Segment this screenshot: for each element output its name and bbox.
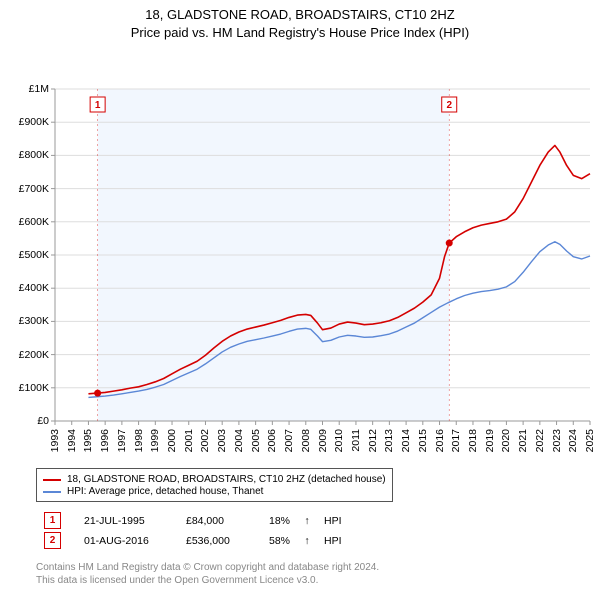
y-tick-label: £800K xyxy=(19,149,49,161)
sale-price: £536,000 xyxy=(186,535,246,547)
x-tick-label: 2015 xyxy=(417,429,429,452)
x-tick-label: 2012 xyxy=(367,429,379,452)
sale-marker-dot xyxy=(94,390,101,397)
y-tick-label: £700K xyxy=(19,183,49,195)
y-tick-label: £100K xyxy=(19,382,49,394)
legend-swatch xyxy=(43,491,61,493)
x-tick-label: 2008 xyxy=(300,429,312,452)
y-tick-label: £300K xyxy=(19,315,49,327)
y-tick-label: £1M xyxy=(29,83,49,95)
arrow-up-icon: ↑ xyxy=(302,535,312,547)
arrow-up-icon: ↑ xyxy=(302,515,312,527)
x-tick-label: 1993 xyxy=(49,429,61,452)
sale-date: 01-AUG-2016 xyxy=(84,535,174,547)
x-tick-label: 2011 xyxy=(350,429,362,452)
x-tick-label: 2025 xyxy=(584,429,596,452)
x-tick-label: 2023 xyxy=(551,429,563,452)
svg-text:1: 1 xyxy=(95,100,101,111)
sales-events-table: 1 21-JUL-1995 £84,000 18% ↑ HPI 2 01-AUG-2016 £5… xyxy=(36,509,354,552)
chart-area: 1 2 £0 £100K £200K £300K £400K £500K £600K £700K… xyxy=(0,41,600,601)
sale-pct-vs-hpi: 58% xyxy=(258,535,290,547)
sale-row-badge: 2 xyxy=(44,532,61,549)
attribution-line1: Contains HM Land Registry data © Crown c… xyxy=(36,561,379,574)
x-tick-label: 2005 xyxy=(250,429,262,452)
chart-title-block: 18, GLADSTONE ROAD, BROADSTAIRS, CT10 2H… xyxy=(0,0,600,41)
sale-row-badge: 1 xyxy=(44,512,61,529)
y-tick-label: £400K xyxy=(19,282,49,294)
x-tick-label: 2010 xyxy=(333,429,345,452)
x-tick-label: 2022 xyxy=(534,429,546,452)
legend-label: 18, GLADSTONE ROAD, BROADSTAIRS, CT10 2H… xyxy=(67,474,386,485)
x-tick-label: 2001 xyxy=(183,429,195,452)
x-tick-label: 2002 xyxy=(199,429,211,452)
x-tick-label: 2006 xyxy=(266,429,278,452)
sale-date: 21-JUL-1995 xyxy=(84,515,174,527)
y-tick-label: £500K xyxy=(19,249,49,261)
attribution-text: Contains HM Land Registry data © Crown c… xyxy=(36,561,379,587)
x-tick-label: 2007 xyxy=(283,429,295,452)
x-tick-label: 2018 xyxy=(467,429,479,452)
x-tick-label: 1997 xyxy=(116,429,128,452)
attribution-line2: This data is licensed under the Open Gov… xyxy=(36,574,379,587)
chart-title-line1: 18, GLADSTONE ROAD, BROADSTAIRS, CT10 2H… xyxy=(0,6,600,24)
x-tick-label: 1996 xyxy=(99,429,111,452)
x-tick-label: 2020 xyxy=(500,429,512,452)
x-tick-label: 2014 xyxy=(400,429,412,452)
legend: 18, GLADSTONE ROAD, BROADSTAIRS, CT10 2H… xyxy=(36,468,393,502)
y-tick-label: £600K xyxy=(19,216,49,228)
sale-marker-dot xyxy=(446,240,453,247)
x-tick-label: 2009 xyxy=(317,429,329,452)
x-tick-label: 2003 xyxy=(216,429,228,452)
hpi-label: HPI xyxy=(324,515,354,527)
y-tick-label: £0 xyxy=(37,415,49,427)
x-tick-label: 2013 xyxy=(383,429,395,452)
x-tick-label: 2004 xyxy=(233,429,245,452)
x-tick-label: 2019 xyxy=(484,429,496,452)
x-tick-label: 1995 xyxy=(82,429,94,452)
sale-row: 2 01-AUG-2016 £536,000 58% ↑ HPI xyxy=(36,532,354,549)
x-tick-label: 2021 xyxy=(517,429,529,452)
x-tick-label: 1999 xyxy=(149,429,161,452)
legend-label: HPI: Average price, detached house, Than… xyxy=(67,486,263,497)
x-tick-label: 1994 xyxy=(66,429,78,452)
x-tick-label: 2017 xyxy=(450,429,462,452)
chart-title-line2: Price paid vs. HM Land Registry's House … xyxy=(0,24,600,42)
legend-item: 18, GLADSTONE ROAD, BROADSTAIRS, CT10 2H… xyxy=(43,474,386,485)
y-tick-label: £200K xyxy=(19,349,49,361)
sale-price: £84,000 xyxy=(186,515,246,527)
sale-pct-vs-hpi: 18% xyxy=(258,515,290,527)
x-tick-label: 2000 xyxy=(166,429,178,452)
legend-item: HPI: Average price, detached house, Than… xyxy=(43,486,386,497)
sale-row: 1 21-JUL-1995 £84,000 18% ↑ HPI xyxy=(36,512,354,529)
x-tick-label: 1998 xyxy=(133,429,145,452)
x-tick-label: 2016 xyxy=(434,429,446,452)
legend-swatch xyxy=(43,479,61,481)
svg-text:2: 2 xyxy=(446,100,452,111)
y-tick-label: £900K xyxy=(19,116,49,128)
hpi-label: HPI xyxy=(324,535,354,547)
x-tick-label: 2024 xyxy=(567,429,579,452)
